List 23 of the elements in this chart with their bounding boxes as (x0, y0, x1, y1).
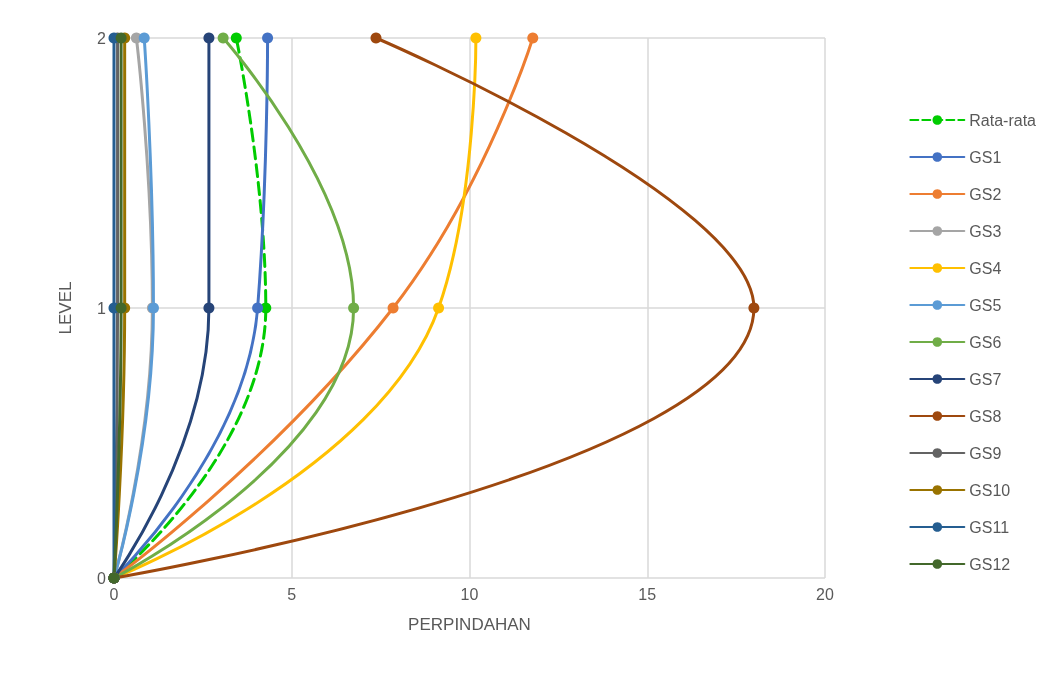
legend-label: GS4 (969, 259, 1002, 277)
legend-label: GS8 (969, 407, 1002, 425)
legend-label: GS2 (969, 185, 1002, 203)
legend-label: GS11 (969, 518, 1010, 536)
x-tick-label: 0 (109, 585, 119, 603)
legend-label: GS7 (969, 370, 1002, 388)
y-tick-label: 1 (97, 299, 107, 317)
x-axis-title: PERPINDAHAN (408, 615, 531, 634)
legend-label: GS6 (969, 333, 1002, 351)
legend-label: GS1 (969, 148, 1002, 166)
y-tick-label: 2 (97, 29, 107, 47)
y-tick-label: 0 (97, 569, 107, 587)
legend-label: Rata-rata (969, 111, 1037, 129)
x-tick-label: 10 (460, 585, 479, 603)
legend-label: GS10 (969, 481, 1011, 499)
x-tick-label: 5 (287, 585, 297, 603)
legend-label: GS12 (969, 555, 1011, 573)
legend-label: GS9 (969, 444, 1002, 462)
x-tick-label: 20 (816, 585, 834, 603)
x-tick-label: 15 (638, 585, 657, 603)
legend-label: GS3 (969, 222, 1002, 240)
legend-label: GS5 (969, 296, 1002, 314)
y-axis-title: LEVEL (56, 281, 75, 335)
